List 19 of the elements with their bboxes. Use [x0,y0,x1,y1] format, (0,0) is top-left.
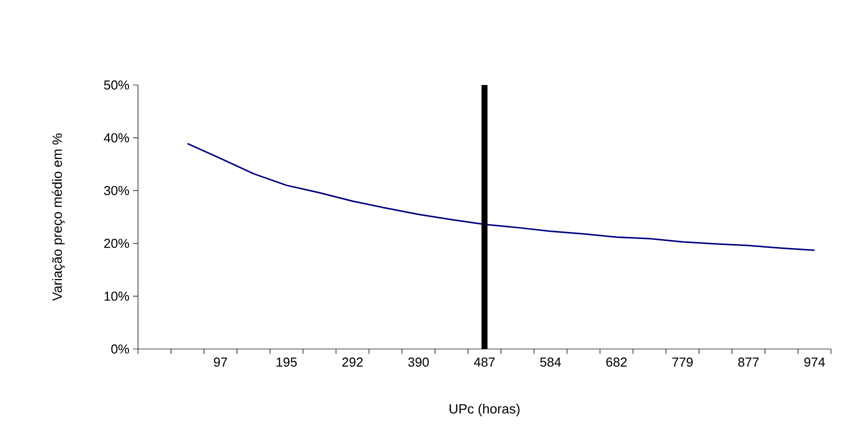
line-series [186,142,816,252]
y-tick-label: 50% [104,80,130,90]
y-tick-label: 10% [104,292,130,301]
x-tick-label: 877 [738,358,759,367]
x-axis-title: UPc (horas) [450,404,520,416]
x-tick-label: 390 [408,358,429,367]
y-tick-label: 30% [104,186,130,196]
x-tick-label: 779 [672,358,693,367]
y-tick-label: 20% [104,238,130,248]
y-tick-label: 40% [104,133,130,142]
x-tick-label: 974 [804,358,825,367]
y-axis-title: Variação preço médio em % [52,134,65,301]
x-tick-label: 195 [276,358,297,367]
x-tick-label: 682 [606,358,627,367]
x-tick-label: 292 [342,358,363,367]
x-tick-label: 487 [474,358,495,367]
x-tick-label: 97 [214,358,228,367]
x-tick-label: 584 [540,358,561,367]
y-tick-label: 0% [111,344,130,354]
